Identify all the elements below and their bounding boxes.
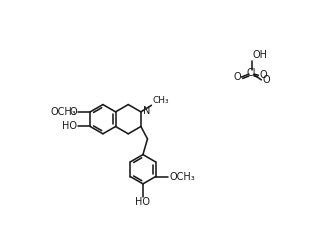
- Text: O: O: [69, 107, 77, 117]
- Text: OCH₃: OCH₃: [169, 172, 195, 181]
- Text: OH: OH: [252, 50, 267, 60]
- Text: O: O: [262, 75, 270, 85]
- Text: N: N: [143, 106, 150, 116]
- Text: O: O: [259, 70, 267, 80]
- Text: O: O: [233, 72, 241, 82]
- Text: OCH₃: OCH₃: [51, 107, 77, 117]
- Text: HO: HO: [135, 197, 151, 207]
- Text: CH₃: CH₃: [152, 96, 169, 105]
- Text: Cl: Cl: [247, 68, 256, 78]
- Text: HO: HO: [62, 122, 77, 131]
